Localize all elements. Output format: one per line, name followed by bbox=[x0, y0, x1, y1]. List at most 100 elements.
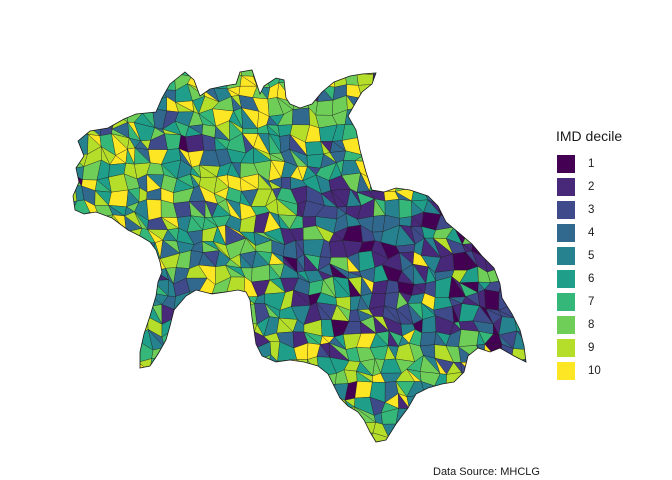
lsoa-area bbox=[398, 198, 412, 219]
lsoa-area bbox=[264, 385, 282, 399]
lsoa-area bbox=[114, 448, 129, 461]
lsoa-area bbox=[515, 98, 526, 114]
lsoa-area bbox=[58, 108, 72, 125]
lsoa-area bbox=[523, 317, 526, 338]
lsoa-area bbox=[424, 394, 441, 416]
lsoa-area bbox=[539, 115, 557, 127]
lsoa-area bbox=[446, 120, 461, 139]
lsoa-area bbox=[89, 212, 104, 228]
lsoa-area bbox=[204, 70, 215, 78]
lsoa-area bbox=[204, 446, 221, 466]
lsoa-area bbox=[124, 400, 140, 416]
lsoa-area bbox=[83, 224, 104, 246]
lsoa-area bbox=[473, 70, 486, 74]
lsoa-area bbox=[435, 81, 455, 97]
lsoa-area bbox=[124, 412, 140, 421]
lsoa-area bbox=[189, 361, 204, 372]
lsoa-area bbox=[112, 433, 130, 442]
lsoa-area bbox=[251, 425, 268, 436]
lsoa-area bbox=[264, 424, 285, 440]
lsoa-area bbox=[372, 178, 385, 192]
legend-label: 5 bbox=[588, 249, 595, 262]
lsoa-area bbox=[264, 406, 279, 426]
lsoa-area bbox=[399, 152, 415, 166]
lsoa-area bbox=[420, 120, 436, 137]
lsoa-area bbox=[289, 71, 304, 87]
lsoa-area bbox=[111, 302, 130, 324]
lsoa-area bbox=[123, 239, 138, 256]
lsoa-area bbox=[186, 70, 206, 76]
lsoa-area bbox=[82, 73, 104, 83]
lsoa-area bbox=[447, 159, 468, 176]
lsoa-area bbox=[445, 384, 467, 398]
lsoa-area bbox=[510, 398, 525, 416]
lsoa-area bbox=[82, 120, 101, 137]
lsoa-area bbox=[125, 277, 138, 298]
lsoa-area bbox=[372, 161, 388, 180]
lsoa-area bbox=[217, 358, 228, 374]
lsoa-area bbox=[139, 413, 154, 423]
lsoa-area bbox=[539, 329, 556, 344]
lsoa-area bbox=[239, 408, 258, 429]
lsoa-area bbox=[463, 212, 480, 234]
lsoa-area bbox=[224, 358, 243, 374]
lsoa-area bbox=[386, 70, 400, 78]
lsoa-area bbox=[399, 70, 413, 78]
lsoa-area bbox=[500, 152, 519, 168]
lsoa-area bbox=[434, 120, 454, 136]
lsoa-area bbox=[527, 381, 538, 402]
lsoa-area bbox=[525, 123, 526, 138]
lsoa-area bbox=[486, 381, 506, 403]
lsoa-area bbox=[154, 437, 167, 442]
lsoa-area bbox=[319, 76, 335, 88]
lsoa-area bbox=[199, 441, 213, 442]
lsoa-area bbox=[316, 440, 333, 442]
lsoa-area bbox=[463, 201, 476, 219]
lsoa-area bbox=[419, 177, 438, 189]
lsoa-area bbox=[73, 384, 78, 402]
lsoa-area bbox=[315, 410, 337, 426]
lsoa-area bbox=[447, 201, 467, 221]
lsoa-area bbox=[291, 437, 307, 442]
lsoa-area bbox=[136, 296, 153, 307]
lsoa-area bbox=[486, 216, 502, 232]
lsoa-area bbox=[126, 70, 141, 75]
lsoa-area bbox=[73, 383, 88, 402]
lsoa-area bbox=[121, 419, 142, 437]
lsoa-area bbox=[461, 84, 476, 104]
lsoa-area bbox=[82, 72, 97, 83]
lsoa-area bbox=[517, 215, 526, 230]
lsoa-area bbox=[108, 400, 126, 413]
lsoa-area bbox=[458, 407, 478, 424]
lsoa-area bbox=[73, 400, 78, 414]
lsoa-area bbox=[134, 95, 153, 114]
lsoa-area bbox=[407, 419, 424, 440]
lsoa-area bbox=[473, 186, 492, 205]
lsoa-area bbox=[498, 139, 519, 155]
lsoa-area bbox=[73, 250, 74, 271]
lsoa-area bbox=[318, 424, 336, 442]
lsoa-area bbox=[412, 161, 429, 179]
lsoa-area bbox=[136, 291, 153, 307]
lsoa-area bbox=[356, 70, 374, 75]
lsoa-area bbox=[73, 70, 75, 86]
lsoa-area bbox=[85, 383, 102, 397]
lsoa-area bbox=[281, 454, 295, 463]
lsoa-area bbox=[525, 227, 526, 245]
lsoa-area bbox=[489, 178, 506, 192]
lsoa-area bbox=[511, 250, 526, 268]
lsoa-area bbox=[419, 70, 439, 91]
lsoa-area bbox=[358, 125, 377, 141]
lsoa-area bbox=[423, 433, 438, 442]
lsoa-area bbox=[409, 70, 425, 71]
lsoa-area bbox=[114, 289, 128, 307]
lsoa-area bbox=[517, 419, 526, 442]
lsoa-area bbox=[335, 409, 348, 428]
lsoa-area bbox=[294, 81, 305, 104]
lsoa-area bbox=[85, 305, 102, 316]
lsoa-area bbox=[95, 237, 113, 255]
lsoa-area bbox=[175, 328, 195, 347]
lsoa-area bbox=[180, 386, 194, 400]
lsoa-area bbox=[187, 393, 208, 416]
lsoa-area bbox=[244, 439, 258, 442]
